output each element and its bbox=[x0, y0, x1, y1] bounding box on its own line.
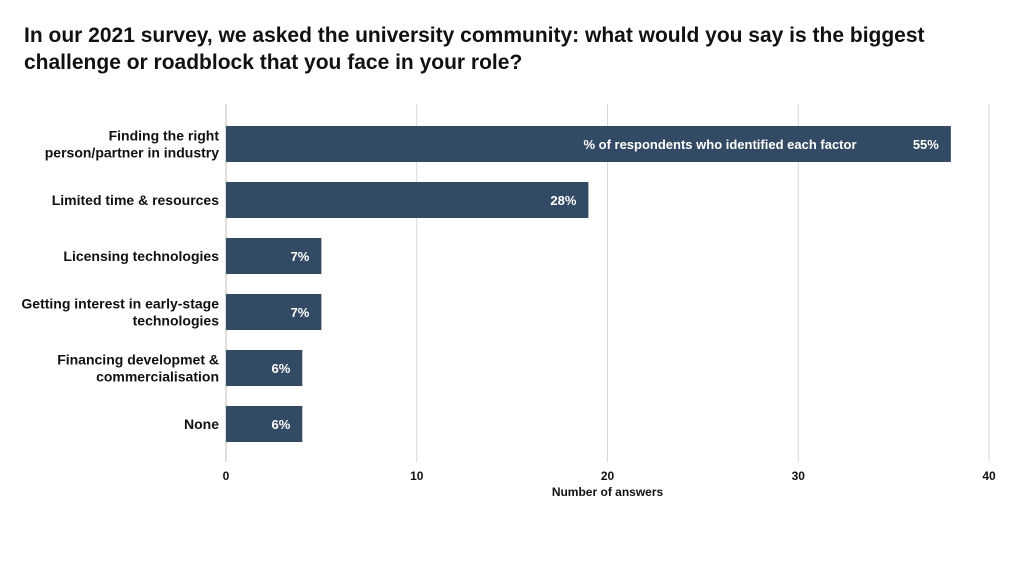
x-tick-label: 30 bbox=[792, 469, 806, 483]
bars: 55% 28% 7% 7% 6% 6% % of respondents who ident… bbox=[226, 126, 951, 442]
series-name-label: % of respondents who identified each fac… bbox=[583, 137, 856, 152]
bar bbox=[226, 350, 303, 386]
chart-title: In our 2021 survey, we asked the univers… bbox=[24, 24, 925, 74]
category-label: Getting interest in early-stage technolog… bbox=[21, 296, 219, 329]
data-label: 28% bbox=[550, 193, 576, 208]
category-label: Licensing technologies bbox=[63, 248, 219, 264]
data-label: 55% bbox=[913, 137, 939, 152]
data-label: 7% bbox=[291, 249, 310, 264]
x-tick-label: 40 bbox=[982, 469, 996, 483]
category-label: Financing developmet & commercialisation bbox=[57, 352, 219, 385]
bar bbox=[226, 406, 303, 442]
category-label: None bbox=[184, 416, 219, 432]
data-label: 6% bbox=[272, 417, 291, 432]
gridlines bbox=[225, 104, 990, 462]
x-tick-label: 10 bbox=[410, 469, 424, 483]
category-labels: Finding the right person/partner in indus… bbox=[21, 128, 219, 433]
x-tick-label: 20 bbox=[601, 469, 615, 483]
category-label: Finding the right person/partner in indus… bbox=[45, 128, 220, 161]
bar bbox=[226, 182, 589, 218]
x-axis-title: Number of answers bbox=[552, 485, 664, 499]
x-tick-label: 0 bbox=[223, 469, 230, 483]
data-label: 7% bbox=[291, 305, 310, 320]
x-tick-labels: 0 10 20 30 40 bbox=[223, 469, 996, 483]
bar bbox=[226, 126, 951, 162]
bar bbox=[226, 238, 322, 274]
data-label: 6% bbox=[272, 361, 291, 376]
category-label: Limited time & resources bbox=[52, 192, 219, 208]
bar bbox=[226, 294, 322, 330]
